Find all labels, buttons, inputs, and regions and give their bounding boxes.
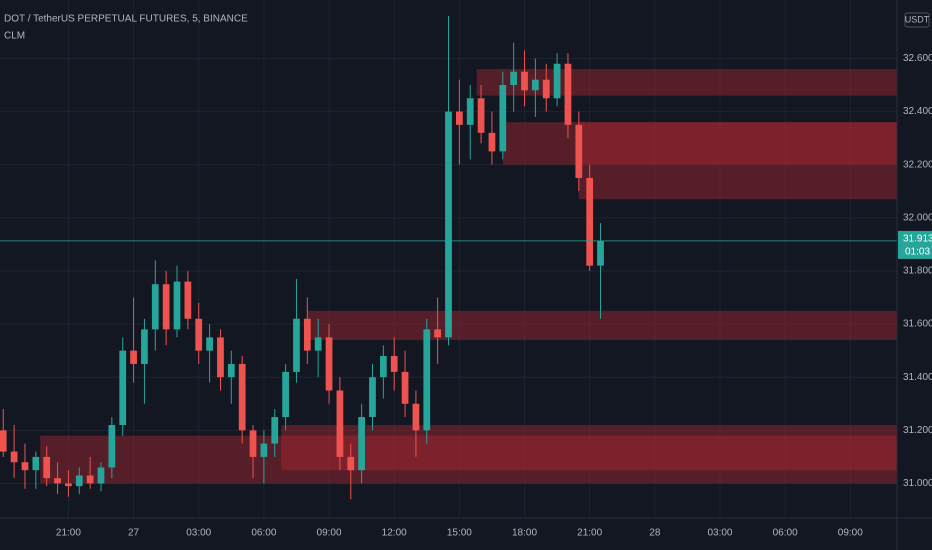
candle-body [108,425,116,468]
y-tick-label: 32.000 [903,212,932,223]
candle-body [521,71,528,91]
candle-body [260,443,268,457]
x-tick-label: 18:00 [512,528,537,539]
candle-body [238,363,246,431]
candle-body [75,475,83,487]
candle-body [445,111,452,338]
candle-body [141,329,148,364]
countdown-label: 01:03 [905,247,930,258]
x-tick-label: 12:00 [382,528,407,539]
supply-demand-zone [281,425,898,471]
candle-body [542,79,550,99]
y-tick-label: 32.600 [903,53,932,64]
candle-body [65,483,72,487]
candle-body [130,350,137,364]
supply-demand-zone [476,69,897,96]
candle-body [575,124,583,178]
candle-body [477,98,485,133]
candle-body [586,177,594,266]
candle-body [499,85,507,152]
candle-body [227,363,235,378]
supply-demand-zone [578,122,897,200]
chart-title: DOT / TetherUS PERPETUAL FUTURES, 5, BIN… [4,14,248,25]
y-tick-label: 32.200 [903,159,932,170]
currency-badge[interactable] [904,12,930,28]
candle-body [597,240,604,266]
y-tick-label: 31.600 [903,319,932,330]
x-tick-label: 09:00 [838,528,863,539]
supply-demand-zone [40,435,898,484]
candle-body [282,371,289,418]
last-price-badge [898,230,932,259]
x-tick-label: 06:00 [251,528,276,539]
x-tick-label: 15:00 [447,528,472,539]
x-tick-label: 21:00 [577,528,602,539]
candle-body [325,337,333,391]
indicator-label: CLM [4,31,25,42]
candle-body [32,456,40,471]
candle-body [293,318,300,372]
y-tick-label: 31.200 [903,425,932,436]
candle-body [336,390,344,457]
candle-body [119,350,127,426]
candle-body [97,467,105,484]
candle-body [510,71,518,86]
candle-body [303,318,311,351]
candle-body [249,430,257,457]
candle-body [423,329,431,431]
x-tick-label: 03:00 [186,528,211,539]
candle-body [369,377,376,418]
y-tick-label: 31.800 [903,266,932,277]
candle-body [271,417,279,444]
candle-body [488,132,496,152]
candle-body [412,403,420,431]
candle-body [217,337,224,378]
candle-body [347,456,355,471]
candle-body [401,371,409,404]
candle-body [206,337,213,351]
candle-body [195,318,203,351]
x-tick-label: 28 [649,528,661,539]
x-tick-label: 09:00 [317,528,342,539]
x-tick-label: 21:00 [56,528,81,539]
last-price-label: 31.913 [903,234,932,245]
candle-body [21,462,29,471]
candle-body [564,63,572,125]
candle-body [151,284,159,330]
candle-body [434,329,442,338]
candle-body [358,417,365,471]
x-tick-label: 03:00 [707,528,732,539]
currency-label[interactable]: USDT [905,14,930,24]
candle-body [162,284,170,330]
x-tick-label: 06:00 [773,528,798,539]
supply-demand-zone [502,122,897,165]
candle-body [86,475,94,484]
candle-body [184,281,192,319]
candle-body [553,63,561,99]
candle-body [314,337,322,351]
y-tick-label: 32.400 [903,106,932,117]
supply-demand-zone [307,310,897,341]
candle-body [10,451,18,463]
candle-body [43,456,51,479]
candle-body [390,355,398,372]
candle-body [466,98,474,125]
candle-body [173,281,181,330]
candle-body [379,355,387,378]
candle-body [0,430,7,452]
candle-body [455,111,463,125]
candle-body [54,478,61,484]
x-tick-label: 27 [128,528,140,539]
y-tick-label: 31.400 [903,372,932,383]
candle-body [532,79,539,91]
y-tick-label: 31.000 [903,478,932,489]
